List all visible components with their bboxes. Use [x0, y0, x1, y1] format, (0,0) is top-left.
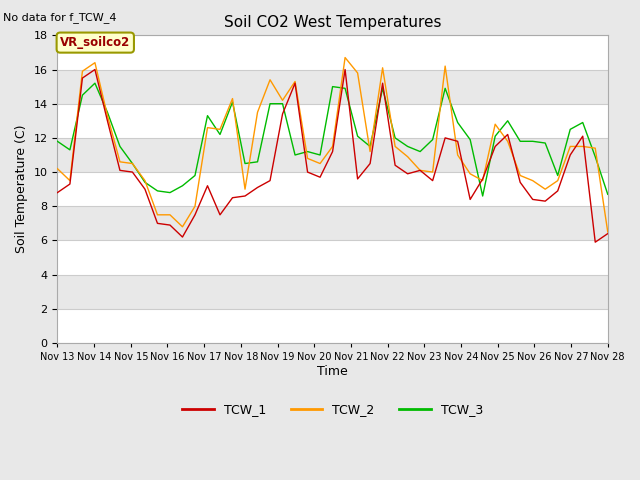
- Title: Soil CO2 West Temperatures: Soil CO2 West Temperatures: [224, 15, 442, 30]
- Text: No data for f_TCW_4: No data for f_TCW_4: [3, 12, 116, 23]
- Bar: [58, 240, 608, 275]
- Y-axis label: Soil Temperature (C): Soil Temperature (C): [15, 125, 28, 253]
- Legend: TCW_1, TCW_2, TCW_3: TCW_1, TCW_2, TCW_3: [177, 398, 488, 421]
- Bar: [58, 275, 608, 309]
- Bar: [58, 36, 608, 70]
- Bar: [58, 309, 608, 343]
- Bar: [58, 206, 608, 240]
- Bar: [58, 172, 608, 206]
- X-axis label: Time: Time: [317, 365, 348, 378]
- Bar: [58, 138, 608, 172]
- Bar: [58, 104, 608, 138]
- Bar: [58, 70, 608, 104]
- Text: VR_soilco2: VR_soilco2: [60, 36, 131, 49]
